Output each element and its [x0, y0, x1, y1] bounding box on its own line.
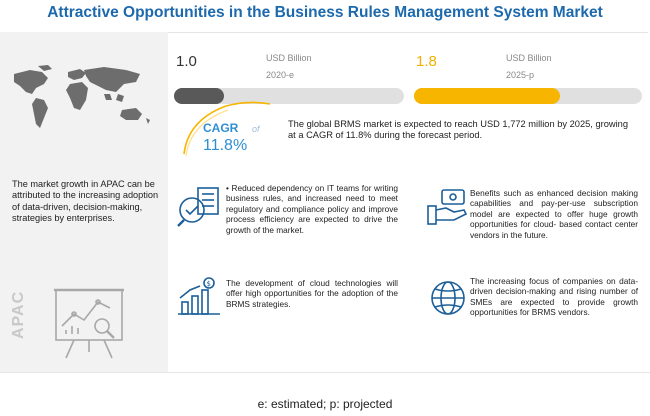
cagr-label: CAGR — [203, 121, 239, 135]
insight-cloud: The development of cloud technologies wi… — [226, 278, 398, 309]
market-value-2020: 1.0 — [176, 53, 197, 70]
footer-divider — [0, 372, 650, 373]
market-year-2020: 2020-e — [266, 70, 295, 80]
market-value-2025: 1.8 — [416, 53, 437, 70]
cagr-value: 11.8% — [203, 137, 248, 154]
payment-hand-icon — [427, 189, 468, 225]
insight-data-driven: The increasing focus of companies on dat… — [470, 276, 638, 318]
page-title: Attractive Opportunities in the Business… — [47, 4, 603, 21]
insight-benefits: Benefits such as enhanced decision makin… — [470, 188, 638, 240]
cagr-description: The global BRMS market is expected to re… — [288, 119, 629, 140]
market-bar-2020-track — [174, 88, 404, 104]
insight-drivers: • Reduced dependency on IT teams for wri… — [226, 183, 398, 235]
region-description: The market growth in APAC can be attribu… — [12, 179, 159, 224]
svg-text:$: $ — [207, 280, 211, 288]
market-bar-2020 — [174, 88, 224, 104]
region-label: APAC — [10, 290, 27, 339]
market-year-2025: 2025-p — [506, 70, 535, 80]
cagr-arc-icon — [183, 101, 271, 157]
footnote: e: estimated; p: projected — [257, 397, 393, 411]
market-bar-2025 — [414, 88, 560, 104]
cagr-of: of — [252, 124, 260, 134]
growth-chart-icon: $ — [178, 277, 220, 315]
market-unit-2025: USD Billion — [506, 53, 552, 63]
world-map-icon — [14, 65, 150, 128]
analytics-board-icon — [54, 288, 124, 359]
checklist-icon — [177, 187, 219, 227]
market-unit-2020: USD Billion — [266, 53, 312, 63]
globe-icon — [431, 281, 465, 315]
